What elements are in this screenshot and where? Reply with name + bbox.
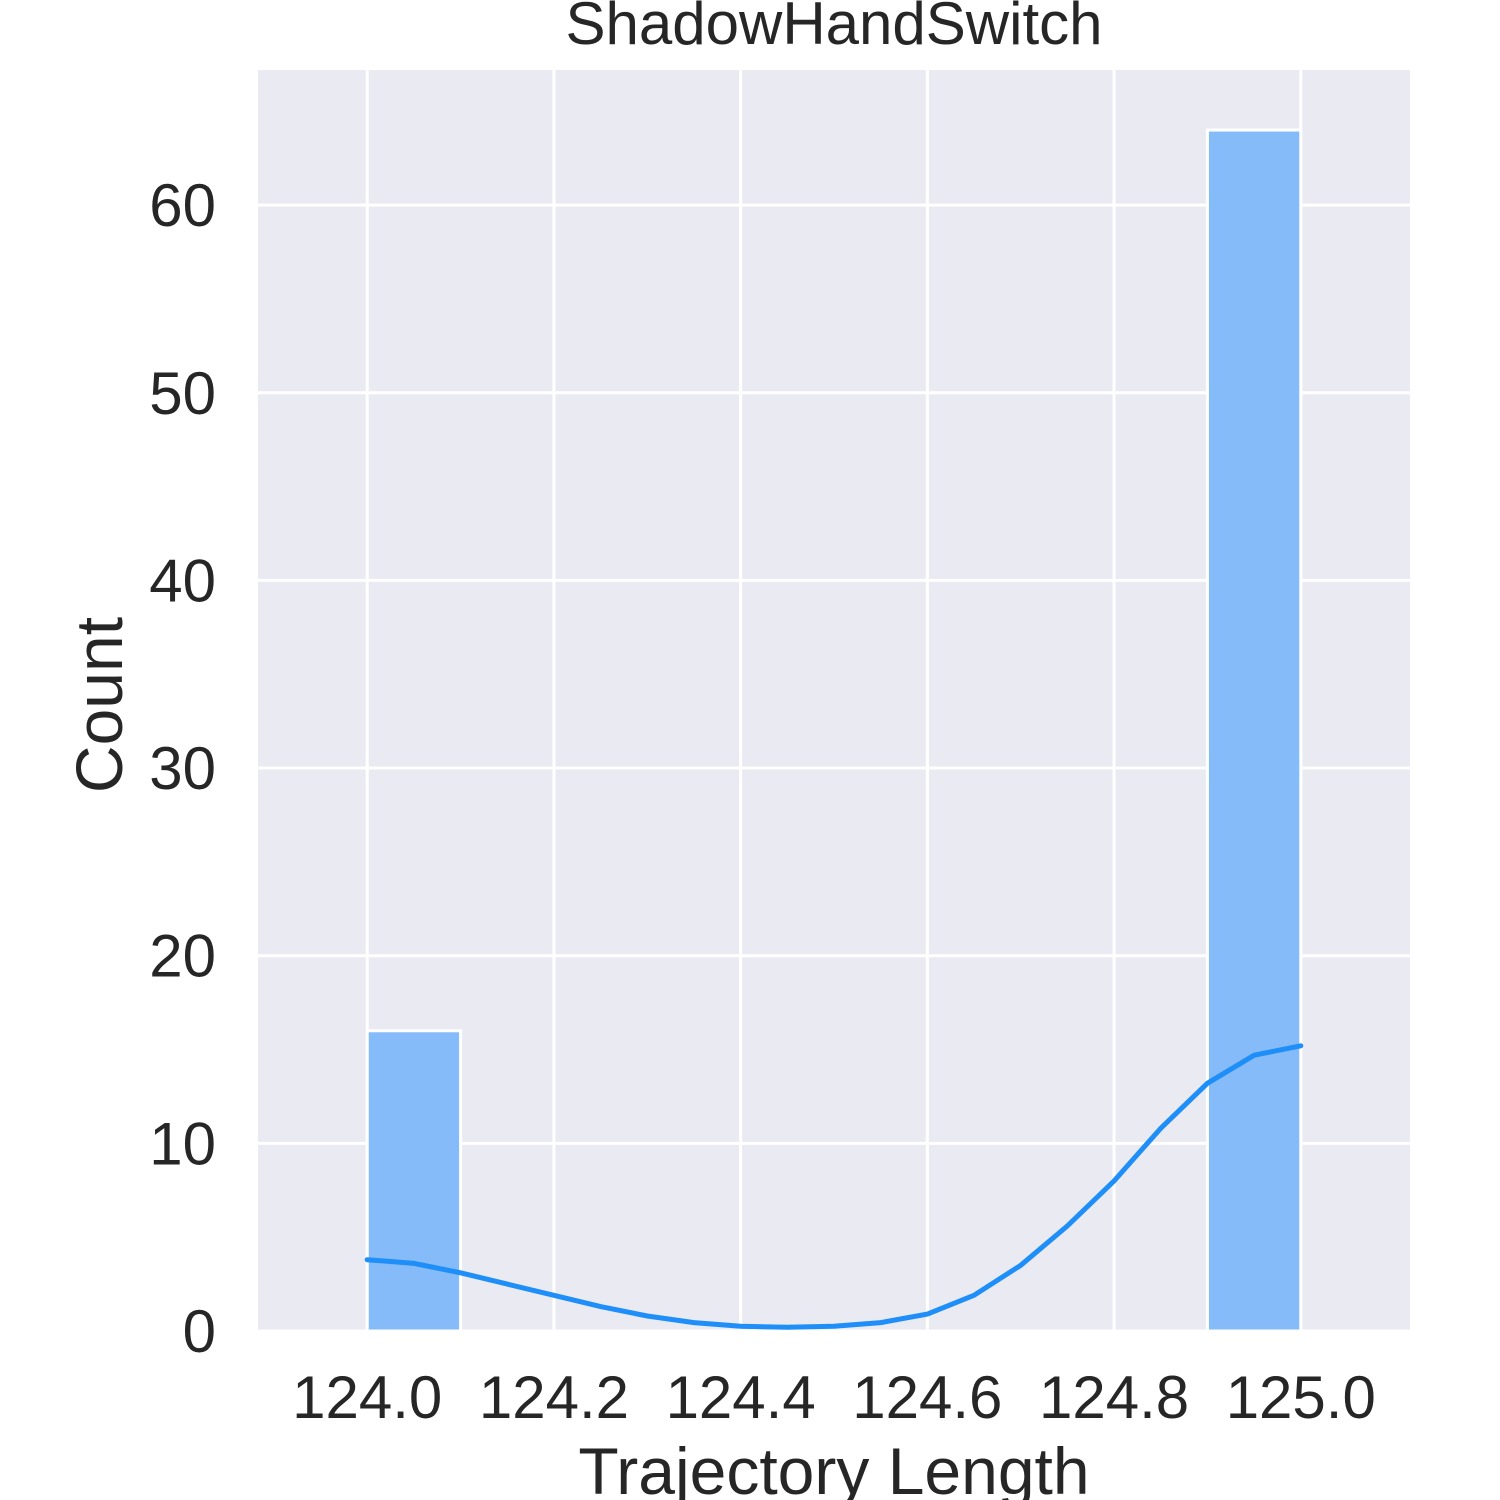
x-tick-label: 124.8 <box>1039 1364 1189 1431</box>
x-tick-label: 124.0 <box>292 1364 442 1431</box>
histogram-bar <box>365 1029 463 1333</box>
histogram-bar <box>1205 128 1303 1333</box>
kde-curve <box>364 1043 1304 1330</box>
y-tick-label: 30 <box>149 735 216 802</box>
y-tick-label: 0 <box>183 1298 216 1365</box>
histogram-bars <box>365 128 1303 1333</box>
x-axis-title: Trajectory Length <box>578 1434 1089 1500</box>
x-tick-label: 125.0 <box>1226 1364 1376 1431</box>
x-tick-label: 124.2 <box>479 1364 629 1431</box>
x-tick-label: 124.4 <box>666 1364 816 1431</box>
y-tick-label: 20 <box>149 923 216 990</box>
y-tick-labels: 0 10 20 30 40 50 60 <box>149 172 216 1365</box>
x-tick-labels: 124.0 124.2 124.4 124.6 124.8 125.0 <box>292 1364 1376 1431</box>
x-tick-label: 124.6 <box>852 1364 1002 1431</box>
y-tick-label: 50 <box>149 360 216 427</box>
chart-title: ShadowHandSwitch <box>566 0 1103 57</box>
y-tick-label: 40 <box>149 547 216 614</box>
y-tick-label: 60 <box>149 172 216 239</box>
y-tick-label: 10 <box>149 1110 216 1177</box>
y-axis-title: Count <box>62 617 136 793</box>
